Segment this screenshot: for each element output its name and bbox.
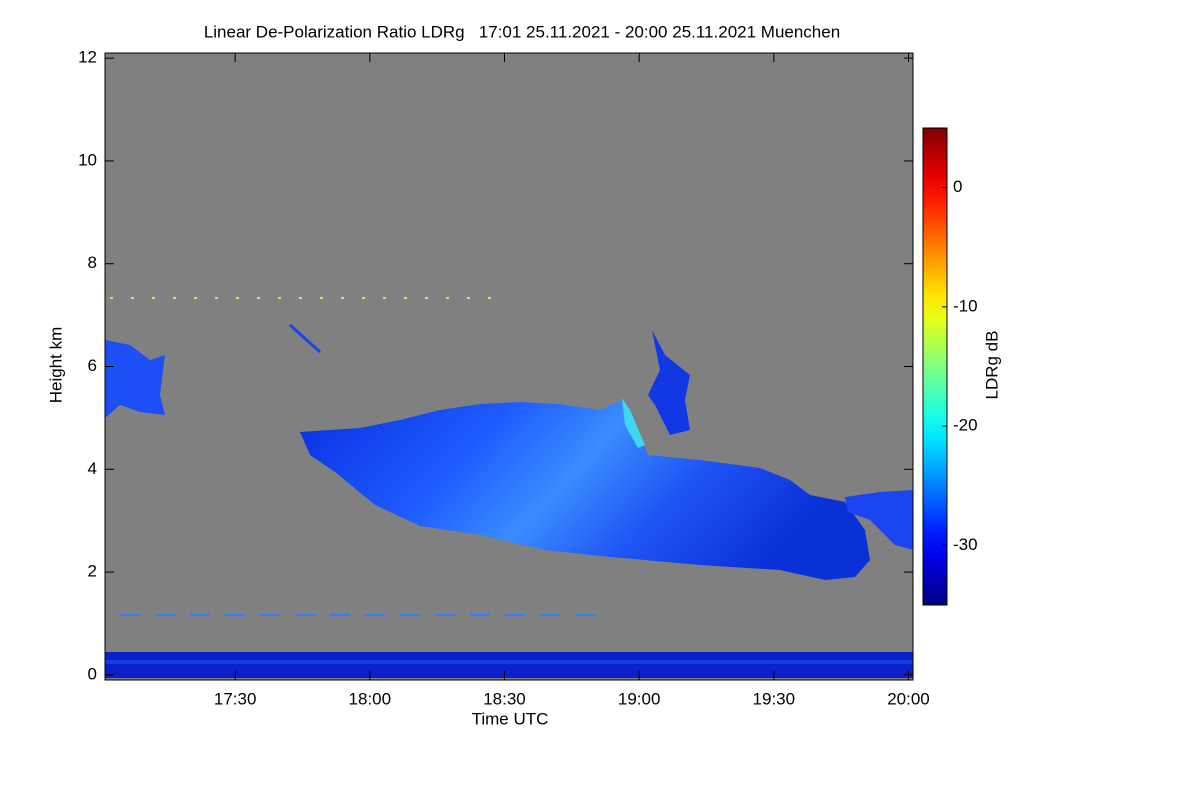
y-tick-label: 6 [88,356,97,375]
y-tick-label: 8 [88,253,97,272]
colorbar [922,127,948,606]
x-tick-label: 18:00 [349,689,392,708]
colorbar-tick-label: 0 [953,177,962,196]
colorbar-label: LDRg dB [982,331,1001,400]
y-tick-label: 12 [78,48,97,67]
y-tick-label: 2 [88,562,97,581]
x-tick-label: 19:00 [618,689,661,708]
x-axis-label: Time UTC [472,709,549,728]
ldr-field [105,297,913,678]
y-tick-label: 0 [88,664,97,683]
y-axis-label: Height km [46,327,65,404]
colorbar-tick-label: -20 [953,416,978,435]
chart-title: Linear De-Polarization Ratio LDRg 17:01 … [204,22,840,41]
y-tick-label: 4 [88,459,97,478]
x-tick-label: 19:30 [753,689,796,708]
x-tick-label: 17:30 [214,689,257,708]
colorbar-tick-label: -10 [953,296,978,315]
x-tick-label: 20:00 [887,689,930,708]
plot-area [105,53,913,680]
y-tick-label: 10 [78,150,97,169]
x-tick-label: 18:30 [483,689,526,708]
colorbar-tick-label: -30 [953,535,978,554]
